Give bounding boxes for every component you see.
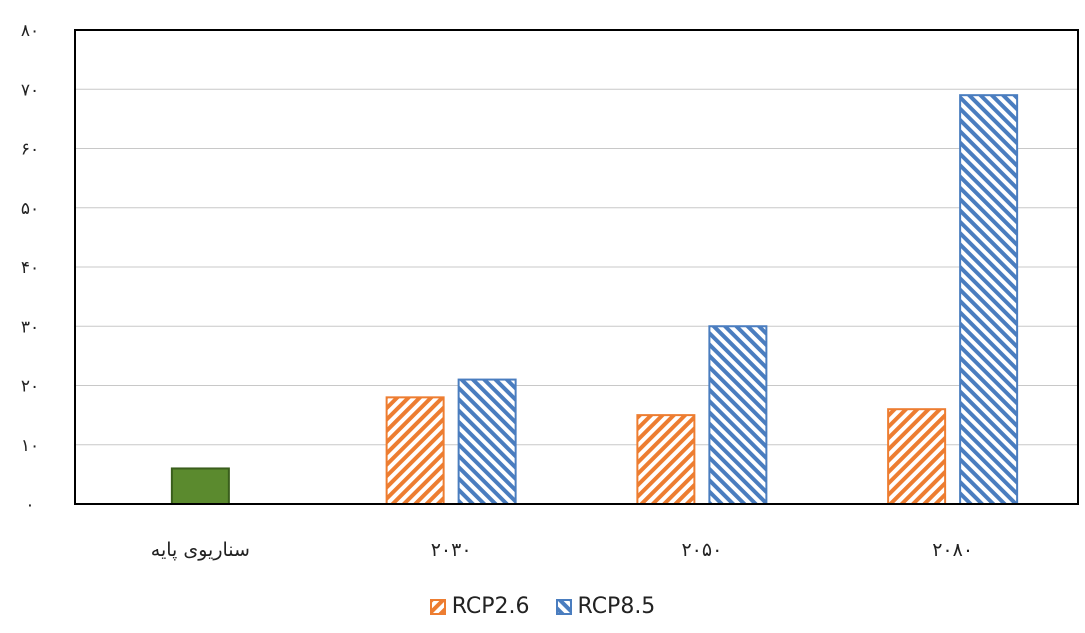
bar-rcp26-2 — [636, 414, 696, 505]
y-tick-label: ۸۰ — [21, 21, 39, 41]
bar-rcp85-1 — [457, 378, 517, 506]
y-tick-label: ۱۰ — [21, 436, 39, 456]
plot-frame — [74, 29, 1079, 505]
y-tick-label: ۲۰ — [21, 377, 39, 397]
legend: RCP2.6 RCP8.5 — [0, 594, 1085, 619]
y-tick-label: ۰ — [25, 495, 34, 515]
gridlines — [75, 88, 1078, 446]
x-category-label: ۲۰۳۰ — [431, 539, 472, 561]
bars — [170, 94, 1019, 506]
bar-rcp26-3 — [887, 408, 947, 506]
y-tick-label: ۴۰ — [21, 258, 39, 278]
y-axis-ticks: ۰ ۱۰ ۲۰ ۳۰ ۴۰ ۵۰ ۶۰ ۷۰ ۸۰ — [21, 21, 39, 515]
bar-baseline-0 — [170, 467, 230, 506]
x-category-label: ۲۰۵۰ — [681, 539, 722, 561]
y-tick-label: ۵۰ — [21, 199, 39, 219]
legend-item: RCP2.6 — [429, 594, 530, 619]
x-category-label: سناریوی پایه — [151, 539, 250, 561]
legend-item: RCP8.5 — [555, 594, 656, 619]
y-tick-label: ۳۰ — [21, 317, 39, 337]
x-category-label: ۲۰۸۰ — [932, 539, 973, 561]
y-tick-label: ۷۰ — [21, 80, 39, 100]
bar-rcp26-1 — [385, 396, 445, 506]
bar-rcp85-2 — [708, 325, 768, 505]
legend-label: RCP8.5 — [577, 594, 656, 619]
y-tick-label: ۶۰ — [21, 140, 39, 160]
legend-swatch — [429, 598, 446, 615]
bar-rcp85-3 — [959, 94, 1019, 506]
legend-swatch — [555, 598, 572, 615]
x-axis-categories: سناریوی پایه ۲۰۳۰ ۲۰۵۰ ۲۰۸۰ — [151, 539, 973, 561]
legend-label: RCP2.6 — [451, 594, 530, 619]
